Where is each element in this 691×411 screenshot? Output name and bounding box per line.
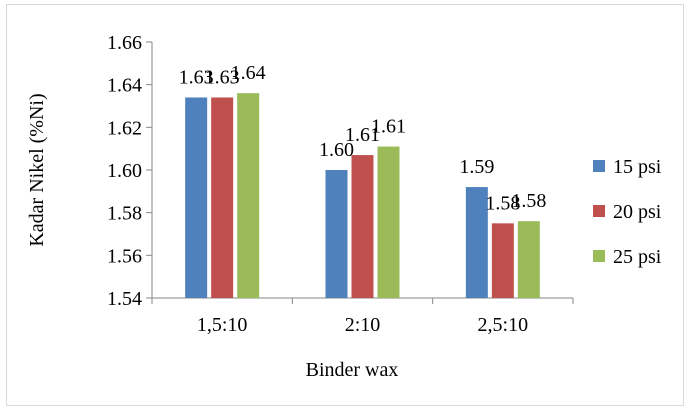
bar [351,155,374,298]
data-label: 1.60 [319,139,354,161]
x-tick-label: 1,5:10 [197,314,248,336]
x-tick-label: 2:10 [345,314,381,336]
data-labels: 1.63 1.60 1.59 1.63 1.61 1.58 1.64 1.61 1.58 [179,62,547,214]
data-label: 1.58 [485,192,520,214]
legend-swatch [593,250,605,262]
y-tick-label: 1.64 [107,75,142,97]
y-tick-label: 1.62 [107,117,142,139]
x-tick-label: 2,5:10 [478,314,529,336]
bar [377,146,400,298]
data-label: 1.61 [345,124,380,146]
data-label: 1.61 [371,116,406,138]
bar [237,93,260,298]
x-axis: 1,5:10 2:10 2,5:10 [151,297,574,336]
data-label: 1.58 [511,190,546,212]
data-label: 1.63 [205,66,240,88]
y-tick-label: 1.60 [107,160,142,182]
x-axis-title: Binder wax [306,359,399,381]
y-tick-label: 1.58 [107,203,142,225]
bar [185,97,208,298]
data-label: 1.64 [231,62,266,84]
y-tick-label: 1.54 [107,288,142,310]
legend-label: 25 psi [613,246,662,268]
bar [211,97,234,298]
bar [465,187,488,298]
bar [517,221,540,298]
data-label: 1.59 [459,156,494,178]
y-axis: 1.54 1.56 1.58 1.60 1.62 1.64 1.66 [107,32,153,310]
legend-label: 20 psi [613,201,662,223]
bars [185,93,540,298]
y-axis-title: Kadar Nikel (%Ni) [26,93,48,246]
y-tick-label: 1.56 [107,245,142,267]
y-tick-label: 1.66 [107,32,142,54]
legend-swatch [593,160,605,172]
bar [491,223,514,298]
legend-label: 15 psi [613,156,662,178]
legend-swatch [593,205,605,217]
data-label: 1.63 [179,66,214,88]
bar [325,170,348,298]
legend: 15 psi 20 psi 25 psi [593,156,662,268]
